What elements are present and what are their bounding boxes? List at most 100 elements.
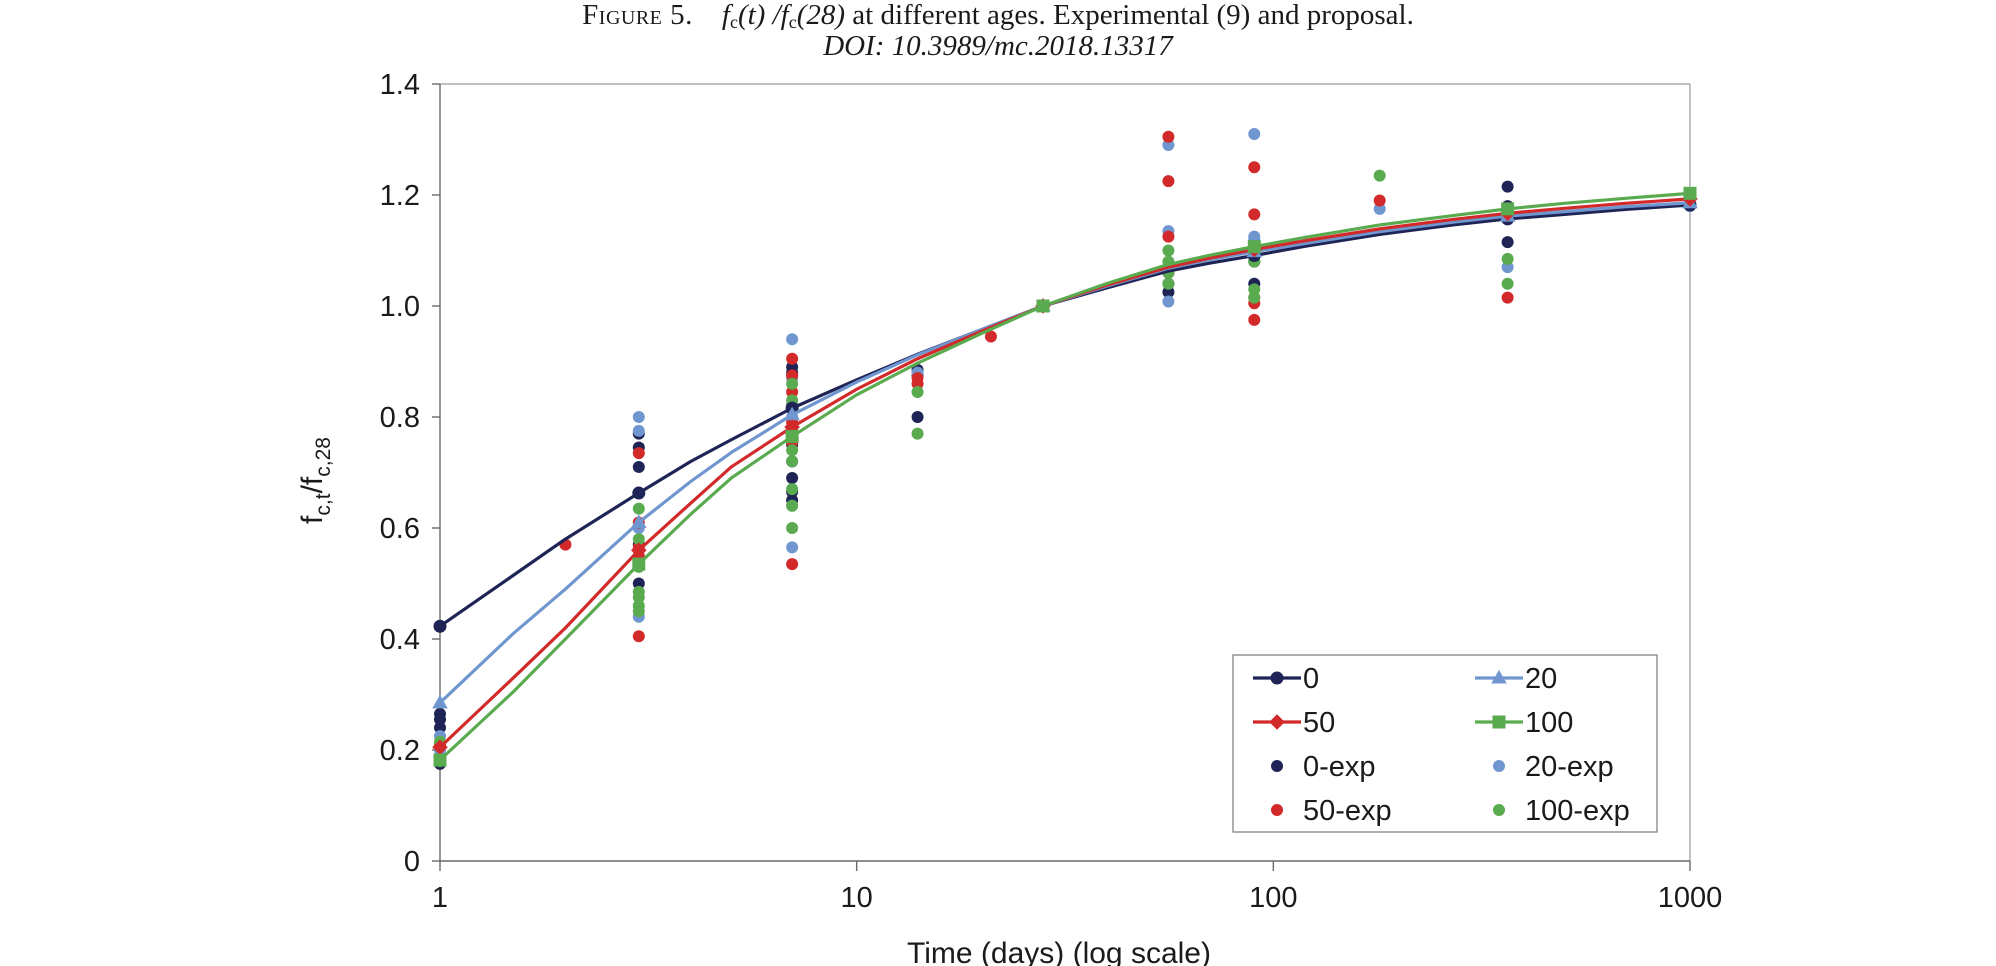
series-marker-50 [631,542,647,558]
caption-arg1: (t) [737,0,766,31]
data-point-100-exp [786,499,799,512]
legend-item-20: 20 [1475,663,1557,695]
y-tick-label: 0 [404,846,420,878]
series-marker-0 [632,486,646,500]
data-point-100-exp [632,585,645,598]
data-point-20-exp [1373,202,1386,215]
legend-item-0-exp: 0-exp [1271,751,1376,783]
data-point-100-exp [786,444,799,457]
data-point-100-exp [786,522,799,534]
data-point-50-exp [786,369,799,382]
figure-caption: Figure 5. fc(t) /fc(28) at different age… [0,0,1996,62]
series-marker-20 [784,406,800,421]
legend-label: 50 [1303,707,1335,739]
data-point-50-exp [786,386,799,399]
y-tick-label: 1.4 [380,69,420,101]
series-marker-100 [433,753,447,767]
data-point-100-exp [911,427,924,440]
legend-item-50: 50 [1253,707,1335,739]
caption-line-1: Figure 5. fc(t) /fc(28) at different age… [0,0,1996,31]
data-point-50-exp [1248,313,1261,326]
data-point-0-exp [786,472,799,485]
caption-f1: f [721,0,730,31]
series-marker-50 [432,739,448,756]
data-point-20-exp [632,424,645,437]
series-marker-100 [1683,186,1697,200]
y-tick-label: 0.2 [380,735,420,767]
legend-swatch-dot [1271,804,1283,816]
y-axis-label-ylabel_mid: /f [296,476,329,493]
y-axis-label-ylabel_main: f [296,515,329,524]
data-point-0-exp [632,460,645,473]
data-point-50-exp [1162,230,1175,243]
data-point-20-exp [786,541,799,554]
x-tick-label: 1 [432,882,448,914]
y-axis-label-ylabel_sub2: c,28 [312,437,335,477]
data-point-50-exp [984,330,997,343]
x-tick-label: 10 [841,882,873,914]
legend-item-50-exp: 50-exp [1271,795,1392,827]
legend-swatch-dot [1493,804,1505,816]
data-point-100-exp [786,483,799,496]
y-tick-label: 1.2 [380,180,420,212]
data-point-50-exp [911,372,924,385]
data-point-0-exp [786,361,799,374]
series-marker-100 [1036,299,1050,313]
data-point-50-exp [1162,175,1175,188]
series-100 [433,186,1697,767]
legend-label: 20 [1525,663,1557,695]
data-point-50-exp [1248,161,1261,174]
legend-item-20-exp: 20-exp [1493,751,1614,783]
legend-label: 0-exp [1303,751,1376,783]
data-point-20-exp [632,411,645,423]
y-axis-label-ylabel_sub1: c,t [312,493,335,515]
legend-label: 100 [1525,707,1573,739]
y-tick-label: 0.4 [380,624,420,656]
data-point-50-exp [786,558,799,571]
legend-item-0: 0 [1253,663,1319,695]
series-line-20 [438,201,1691,704]
series-marker-100 [1501,202,1515,216]
series-marker-100 [632,557,646,571]
data-point-20-exp [1162,139,1175,152]
legend-swatch-marker [1270,671,1284,685]
legend-label: 100-exp [1525,795,1630,827]
y-tick-label: 1.0 [380,291,420,323]
legend: 0 20 50 100 0-exp 20-exp 50-exp 100-exp [1232,654,1658,833]
data-point-20-exp [1162,295,1175,308]
data-point-50-exp [1373,194,1386,207]
data-point-20-exp [1248,230,1261,243]
x-axis-label: Time (days) (log scale) [907,937,1211,966]
data-point-50-exp [1501,291,1514,304]
data-point-50-exp [632,630,645,643]
caption-arg2: (28) [796,0,846,31]
caption-sub1: c [729,12,738,32]
x-tick-label: 1000 [1658,882,1723,914]
series-layer [432,127,1698,770]
caption-f2: f [780,0,789,31]
data-point-20-exp [1501,261,1514,274]
data-point-0-exp [632,577,645,590]
data-point-50-exp [786,352,799,365]
series-line-100 [438,191,1691,762]
series-marker-20 [432,694,448,709]
data-point-100-exp [1248,291,1261,304]
legend-item-100: 100 [1475,707,1573,739]
data-point-100-exp [786,455,799,468]
x-tick-label: 100 [1249,882,1297,914]
data-point-20-exp [786,333,799,346]
caption-sub2: c [788,12,797,32]
data-point-100-exp [1162,277,1175,290]
series-marker-0 [433,619,447,633]
data-point-20-exp [1248,127,1261,140]
data-point-100-exp [632,599,645,612]
caption-doi: DOI: 10.3989/mc.2018.13317 [823,30,1173,62]
legend-label: 20-exp [1525,751,1614,783]
data-point-0-exp [1501,236,1514,249]
data-point-50-exp [632,447,645,460]
legend-box [1232,654,1658,833]
data-point-50-exp [1162,130,1175,143]
data-point-0-exp [434,707,446,720]
y-tick-label: 0.8 [380,402,420,434]
